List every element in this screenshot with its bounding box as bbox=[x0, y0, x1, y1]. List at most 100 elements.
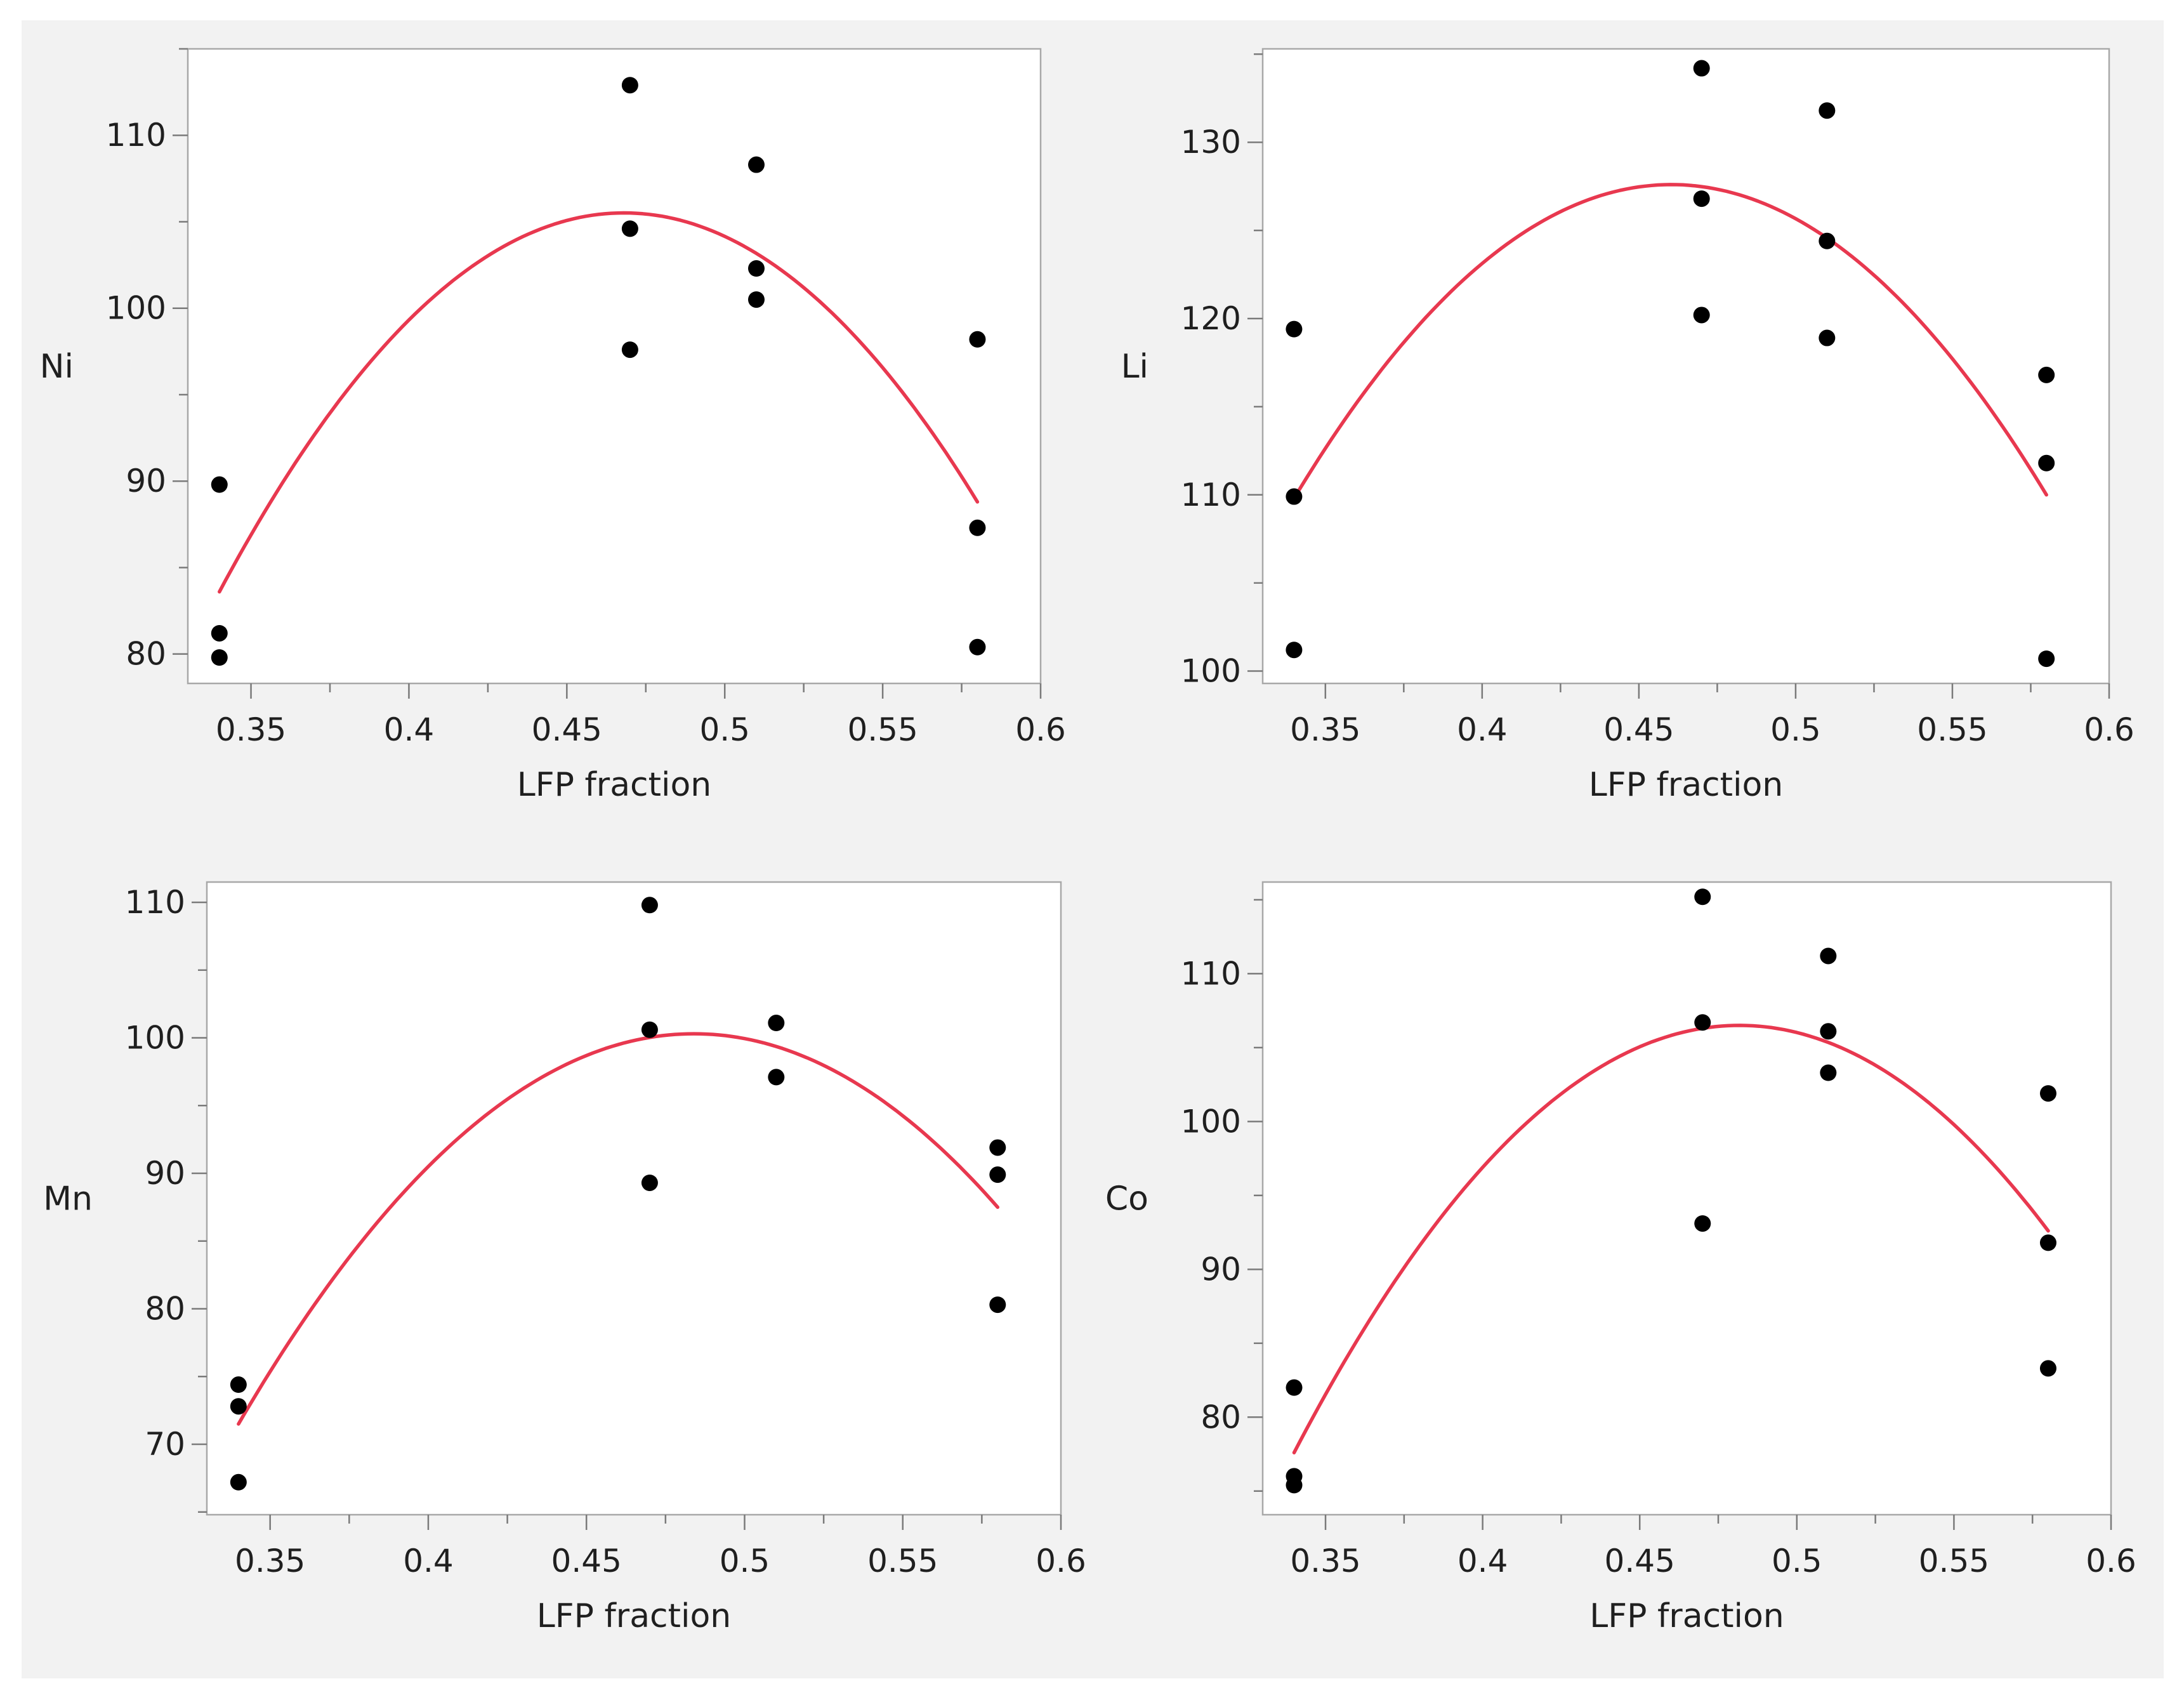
y-tick-label: 90 bbox=[145, 1155, 185, 1192]
data-point bbox=[641, 1174, 658, 1191]
data-point bbox=[211, 476, 228, 493]
data-point bbox=[969, 638, 986, 656]
y-tick-label: 100 bbox=[125, 1020, 185, 1057]
data-point bbox=[1819, 232, 1836, 249]
x-tick-label: 0.55 bbox=[847, 711, 918, 748]
x-tick-label: 0.4 bbox=[1457, 1543, 1508, 1579]
x-axis-title: LFP fraction bbox=[517, 766, 712, 804]
data-point bbox=[2038, 454, 2055, 471]
y-tick-label: 80 bbox=[1201, 1399, 1241, 1435]
data-point bbox=[1286, 642, 1303, 659]
data-point bbox=[748, 291, 765, 308]
data-point bbox=[1286, 320, 1303, 338]
data-point bbox=[621, 220, 638, 237]
x-tick-label: 0.35 bbox=[1290, 1543, 1360, 1579]
y-tick-label: 100 bbox=[106, 290, 166, 327]
chart-ni: 80 90 100 110 0.35 0.4 0.45 0.5 0.55 0.6 LFP fract… bbox=[40, 48, 1066, 804]
y-axis-title: Mn bbox=[43, 1180, 93, 1218]
data-point bbox=[969, 519, 986, 536]
x-tick-label: 0.6 bbox=[2086, 1543, 2136, 1579]
y-tick-label: 110 bbox=[106, 117, 166, 154]
data-point bbox=[1820, 1064, 1837, 1081]
x-tick-label: 0.4 bbox=[1457, 711, 1508, 748]
x-tick-label: 0.35 bbox=[235, 1543, 305, 1579]
data-point bbox=[621, 341, 638, 359]
data-point bbox=[768, 1069, 785, 1086]
y-axis-title: Ni bbox=[40, 348, 74, 386]
x-tick-label: 0.45 bbox=[532, 711, 602, 748]
data-point bbox=[211, 649, 228, 666]
data-point bbox=[969, 331, 986, 348]
data-point bbox=[641, 1021, 658, 1038]
x-axis-title: LFP fraction bbox=[537, 1597, 732, 1635]
fit-curve bbox=[1292, 1024, 2050, 1454]
chart-co: 80 90 100 110 0.35 0.4 0.45 0.5 0.55 0.6 LFP fract… bbox=[1105, 881, 2136, 1635]
data-point bbox=[1694, 1215, 1711, 1232]
data-point bbox=[1819, 102, 1836, 119]
data-point bbox=[230, 1473, 247, 1491]
data-point bbox=[1694, 1014, 1711, 1031]
chart-mn: 70 80 90 100 110 0.35 0.4 0.45 0.5 0.55 0.6 LFP fra… bbox=[43, 881, 1086, 1635]
x-tick-label: 0.4 bbox=[403, 1543, 454, 1579]
plot-area bbox=[1261, 881, 2112, 1516]
y-tick-label: 100 bbox=[1181, 1103, 1241, 1140]
x-tick-label: 0.55 bbox=[1919, 1543, 1989, 1579]
data-point bbox=[211, 624, 228, 642]
y-tick-label: 70 bbox=[145, 1426, 185, 1463]
plot-area bbox=[206, 881, 1062, 1516]
y-tick-label: 110 bbox=[1181, 477, 1241, 513]
x-tick-label: 0.55 bbox=[1917, 711, 1987, 748]
x-tick-label: 0.35 bbox=[216, 711, 286, 748]
data-point bbox=[1819, 329, 1836, 346]
x-tick-label: 0.45 bbox=[551, 1543, 622, 1579]
data-point bbox=[641, 897, 658, 914]
data-point bbox=[748, 260, 765, 277]
y-tick-label: 90 bbox=[1201, 1251, 1241, 1288]
data-point bbox=[2038, 366, 2055, 383]
y-tick-label: 110 bbox=[125, 884, 185, 921]
y-tick-label: 130 bbox=[1181, 124, 1241, 161]
x-axis-title: LFP fraction bbox=[1589, 1597, 1784, 1635]
data-point bbox=[2039, 1085, 2056, 1102]
x-tick-label: 0.5 bbox=[699, 711, 750, 748]
x-tick-label: 0.6 bbox=[1036, 1543, 1086, 1579]
y-tick-label: 90 bbox=[126, 463, 166, 499]
data-point bbox=[1820, 1023, 1837, 1040]
y-axis-title: Co bbox=[1105, 1180, 1148, 1218]
data-point bbox=[1820, 947, 1837, 965]
x-tick-label: 0.45 bbox=[1605, 1543, 1675, 1579]
data-point bbox=[2038, 650, 2055, 668]
x-tick-label: 0.45 bbox=[1603, 711, 1674, 748]
data-point bbox=[2039, 1234, 2056, 1251]
data-point bbox=[1694, 888, 1711, 906]
data-point bbox=[621, 77, 638, 94]
x-tick-label: 0.5 bbox=[1772, 1543, 1822, 1579]
y-tick-label: 110 bbox=[1181, 955, 1241, 992]
data-point bbox=[1693, 60, 1710, 77]
data-point bbox=[2039, 1360, 2056, 1377]
data-point bbox=[230, 1398, 247, 1415]
y-axis-title: Li bbox=[1121, 348, 1148, 386]
y-tick-label: 100 bbox=[1181, 653, 1241, 690]
data-point bbox=[230, 1376, 247, 1394]
fit-curve bbox=[1292, 183, 2048, 501]
x-tick-label: 0.6 bbox=[1015, 711, 1066, 748]
y-tick-label: 120 bbox=[1181, 300, 1241, 337]
fit-curve bbox=[218, 211, 980, 594]
x-tick-label: 0.5 bbox=[1770, 711, 1821, 748]
x-tick-label: 0.4 bbox=[384, 711, 435, 748]
data-point bbox=[989, 1139, 1006, 1156]
fit-curve bbox=[237, 1032, 1000, 1426]
data-point bbox=[989, 1166, 1006, 1183]
data-point bbox=[1286, 1379, 1303, 1396]
y-tick-label: 80 bbox=[126, 636, 166, 673]
data-point bbox=[1286, 1477, 1303, 1494]
plot-grid: 80 90 100 110 0.35 0.4 0.45 0.5 0.55 0.6 LFP fract… bbox=[40, 48, 2136, 1635]
x-tick-label: 0.6 bbox=[2084, 711, 2135, 748]
data-point bbox=[1693, 306, 1710, 324]
data-point bbox=[989, 1296, 1006, 1314]
x-tick-label: 0.5 bbox=[720, 1543, 770, 1579]
y-tick-label: 80 bbox=[145, 1290, 185, 1327]
x-axis-title: LFP fraction bbox=[1589, 766, 1784, 804]
